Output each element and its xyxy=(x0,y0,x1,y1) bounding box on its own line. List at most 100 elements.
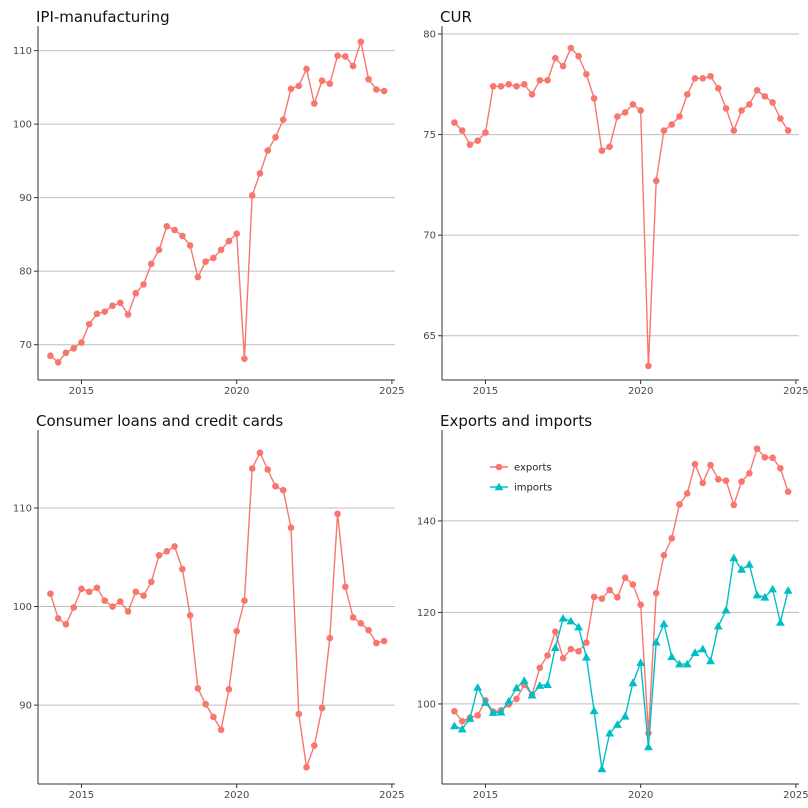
series-line-0 xyxy=(49,41,385,364)
data-point-imports xyxy=(690,648,700,656)
data-point-0 xyxy=(295,710,303,718)
data-point-0 xyxy=(124,311,132,318)
y-tick-label: 70 xyxy=(19,340,32,351)
data-point-0 xyxy=(217,246,225,254)
data-point-exports xyxy=(451,707,458,715)
x-tick-label: 2020 xyxy=(628,790,653,801)
data-point-0 xyxy=(536,76,544,84)
y-tick-label: 80 xyxy=(19,267,32,278)
data-point-0 xyxy=(567,44,575,52)
data-point-0 xyxy=(279,116,287,124)
data-point-0 xyxy=(598,147,606,154)
data-point-0 xyxy=(373,86,380,93)
data-point-0 xyxy=(171,226,178,234)
data-point-0 xyxy=(482,129,489,136)
data-point-0 xyxy=(140,281,147,288)
data-point-0 xyxy=(155,551,163,559)
data-point-0 xyxy=(310,742,318,749)
data-point-exports xyxy=(730,501,738,509)
data-point-exports xyxy=(567,645,575,653)
data-point-imports xyxy=(744,559,754,568)
data-point-0 xyxy=(194,685,202,692)
data-point-exports xyxy=(629,581,637,588)
data-point-exports xyxy=(583,639,590,646)
data-point-exports xyxy=(536,664,544,672)
data-point-exports xyxy=(575,648,582,655)
data-point-0 xyxy=(179,565,186,573)
consumer-loans-chart: 90 100 110 2015 2020 2025 xyxy=(13,430,405,801)
data-point-0 xyxy=(272,482,279,490)
data-point-exports xyxy=(753,445,761,452)
data-point-0 xyxy=(637,107,644,114)
data-point-0 xyxy=(109,603,116,610)
data-point-exports xyxy=(590,593,598,601)
data-point-0 xyxy=(714,85,722,92)
data-point-0 xyxy=(365,626,372,634)
data-point-0 xyxy=(645,362,652,370)
data-point-0 xyxy=(544,76,551,84)
data-point-0 xyxy=(318,77,326,85)
x-tick-label: 2025 xyxy=(379,790,404,801)
data-point-exports xyxy=(474,712,481,719)
data-point-imports xyxy=(768,584,778,593)
data-point-0 xyxy=(497,83,505,90)
data-point-imports xyxy=(488,708,498,716)
x-tick-label: 2015 xyxy=(69,790,94,801)
data-point-0 xyxy=(668,121,676,128)
data-point-0 xyxy=(287,85,295,93)
data-point-0 xyxy=(676,113,683,120)
ipi-manufacturing-chart: 70 80 90 100 110 2015 2020 2025 xyxy=(13,26,405,397)
data-point-0 xyxy=(357,38,365,46)
data-point-0 xyxy=(746,101,753,108)
series-line-0 xyxy=(49,452,385,768)
data-point-0 xyxy=(70,345,77,352)
data-point-0 xyxy=(528,91,536,98)
data-point-exports xyxy=(552,628,559,635)
data-point-imports xyxy=(504,696,514,705)
data-point-0 xyxy=(513,83,520,90)
data-point-0 xyxy=(458,127,466,134)
panel-exports-imports: Exports and imports 100 120 140 2015 2020 202… xyxy=(404,404,808,808)
data-point-exports xyxy=(668,535,676,542)
data-point-exports xyxy=(761,454,769,461)
series-line-exports xyxy=(453,447,789,734)
panel-consumer-loans: Consumer loans and credit cards 90 100 110… xyxy=(0,404,405,808)
data-point-0 xyxy=(583,70,590,78)
panel-cur: CUR 65 70 75 80 2015 2020 2025 xyxy=(404,0,808,404)
data-point-0 xyxy=(109,302,116,310)
cur-chart: 65 70 75 80 2015 2020 2025 xyxy=(423,26,808,397)
data-point-0 xyxy=(202,258,209,265)
data-point-0 xyxy=(272,134,279,141)
data-point-0 xyxy=(777,115,784,122)
data-point-imports xyxy=(496,707,506,716)
y-tick-label: 80 xyxy=(423,30,436,41)
data-point-exports xyxy=(746,470,753,477)
data-point-imports xyxy=(612,720,622,728)
data-point-0 xyxy=(248,465,256,472)
data-point-imports xyxy=(581,652,591,661)
data-point-0 xyxy=(202,700,209,708)
x-tick-label: 2015 xyxy=(69,386,94,397)
x-tick-label: 2025 xyxy=(783,386,808,397)
y-tick-label: 110 xyxy=(13,503,32,514)
data-point-0 xyxy=(163,223,171,230)
y-tick-label: 110 xyxy=(13,46,32,57)
data-point-0 xyxy=(62,620,70,628)
y-tick-label: 90 xyxy=(19,193,32,204)
data-point-exports xyxy=(621,574,629,581)
data-point-0 xyxy=(380,87,388,95)
data-point-0 xyxy=(210,713,217,721)
data-point-0 xyxy=(326,634,334,642)
data-point-0 xyxy=(552,54,559,62)
y-tick-label: 140 xyxy=(417,516,436,527)
data-point-exports xyxy=(559,654,567,662)
data-point-0 xyxy=(210,254,217,262)
data-point-0 xyxy=(342,583,349,591)
data-point-exports xyxy=(513,695,520,703)
legend-label-exports: exports xyxy=(514,463,552,474)
y-tick-label: 90 xyxy=(19,701,32,712)
data-point-imports xyxy=(465,714,475,722)
data-point-imports xyxy=(628,678,638,687)
data-point-imports xyxy=(752,590,762,599)
data-point-0 xyxy=(248,192,256,199)
